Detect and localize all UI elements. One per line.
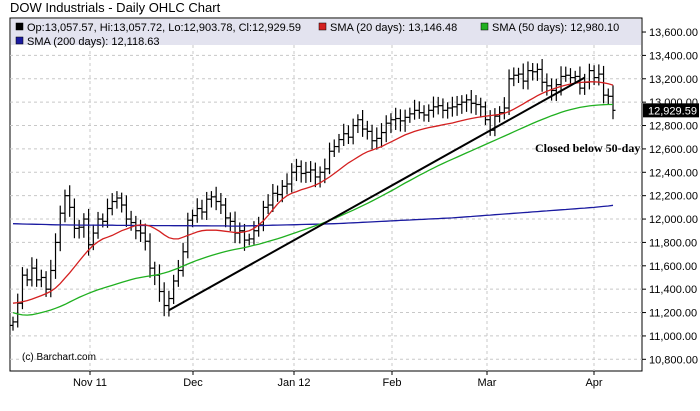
- y-tick-label: 10,800.00: [649, 354, 698, 366]
- y-tick-label: 12,600.00: [649, 144, 698, 156]
- x-tick-label: Feb: [383, 377, 402, 389]
- legend-label: Op:13,057.57, Hi:13,057.72, Lo:12,903.78…: [27, 22, 301, 34]
- x-tick-label: Dec: [183, 377, 203, 389]
- x-axis: Nov 11 Dec Jan 12 Feb Mar Apr: [73, 371, 603, 389]
- ohlc-bars: [10, 59, 616, 331]
- sma-50-line: [12, 103, 613, 316]
- legend-label: SMA (20 days): 13,146.48: [330, 22, 457, 34]
- legend: Op:13,057.57, Hi:13,057.72, Lo:12,903.78…: [15, 22, 619, 48]
- legend-swatch: [15, 36, 24, 45]
- last-close-box: [643, 103, 699, 118]
- sma-200-line: [12, 204, 614, 227]
- y-tick-label: 12,400.00: [649, 167, 698, 179]
- legend-swatch: [318, 22, 327, 31]
- plot-area: [9, 17, 643, 372]
- legend-swatch: [480, 22, 489, 31]
- y-tick-label: 11,200.00: [649, 308, 697, 320]
- x-tick-label: Mar: [478, 377, 497, 389]
- y-tick-label: 12,000.00: [649, 214, 698, 226]
- legend-label: SMA (200 days): 12,118.63: [27, 36, 160, 48]
- annotation-closed-below: Closed below 50-day: [535, 141, 640, 155]
- chart-title: DOW Industrials - Daily OHLC Chart: [10, 0, 221, 15]
- x-tick-label: Nov 11: [73, 377, 107, 389]
- credit-label: (c) Barchart.com: [22, 352, 96, 363]
- y-tick-label: 13,600.00: [649, 27, 698, 39]
- last-close-label: 12,929.59: [648, 105, 697, 117]
- y-tick-label: 11,600.00: [649, 261, 697, 273]
- x-tick-label: Apr: [585, 377, 602, 389]
- y-tick-label: 13,400.00: [649, 50, 698, 62]
- y-tick-label: 11,000.00: [649, 331, 697, 343]
- y-tick-label: 11,800.00: [649, 237, 697, 249]
- y-tick-label: 12,800.00: [649, 121, 698, 133]
- y-tick-label: 11,400.00: [649, 284, 697, 296]
- sma-20-line: [12, 81, 614, 304]
- y-axis: 13,600.0013,400.0013,200.0013,000.0012,8…: [642, 27, 698, 366]
- legend-label: SMA (50 days): 12,980.10: [492, 22, 619, 34]
- trend-line: [168, 76, 586, 312]
- x-tick-label: Jan 12: [277, 377, 310, 389]
- y-tick-label: 12,200.00: [649, 191, 698, 203]
- legend-swatch: [15, 22, 24, 31]
- last-close-marker: 12,929.59: [643, 103, 699, 118]
- y-tick-label: 13,200.00: [649, 74, 698, 86]
